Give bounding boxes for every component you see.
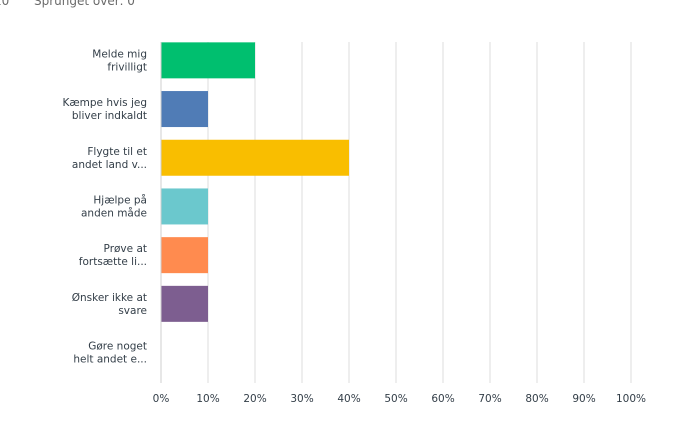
skipped-count: Sprunget over: 0 [34,0,135,8]
x-tick-label: 90% [572,393,595,405]
bar [161,91,208,128]
category-label: Melde mig frivilligt [92,48,147,73]
x-tick-label: 0% [153,393,170,405]
category-label-line: Melde mig [92,48,147,60]
category-label-line: Prøve at [104,243,147,255]
x-tick-label: 50% [384,393,407,405]
x-tick-label: 100% [616,393,646,405]
category-label: Gøre noget helt andet e... [73,341,147,366]
bar [161,237,208,274]
bar [161,139,349,176]
category-label: Flygte til et andet land v... [72,146,147,171]
x-tick-label: 20% [243,393,266,405]
x-tick-label: 60% [431,393,454,405]
category-label-line: helt andet e... [73,354,147,366]
category-label-line: Gøre noget [88,341,147,353]
category-label-line: anden måde [81,206,147,219]
category-label-line: fortsætte li... [79,256,147,268]
x-tick-label: 40% [337,393,360,405]
category-label-line: bliver indkaldt [72,110,147,122]
category-label: Prøve at fortsætte li... [79,243,147,268]
category-label: Hjælpe på anden måde [81,193,147,219]
category-label-line: Hjælpe på [93,193,147,206]
category-label: Ønsker ikke at svare [72,292,147,317]
x-tick-label: 10% [196,393,219,405]
category-label-line: Ønsker ikke at [72,292,147,304]
answered-count: 10 [0,0,10,8]
category-label-line: Kæmpe hvis jeg [62,97,147,109]
bar [161,42,255,79]
bar [161,285,208,322]
category-label: Kæmpe hvis jeg bliver indkaldt [62,97,147,122]
x-tick-label: 70% [478,393,501,405]
x-tick-label: 80% [525,393,548,405]
category-label-line: Flygte til et [87,146,147,158]
bar [161,188,208,225]
category-label-line: svare [118,305,147,317]
x-tick-label: 30% [290,393,313,405]
category-label-line: andet land v... [72,159,147,171]
category-label-line: frivilligt [107,61,147,73]
